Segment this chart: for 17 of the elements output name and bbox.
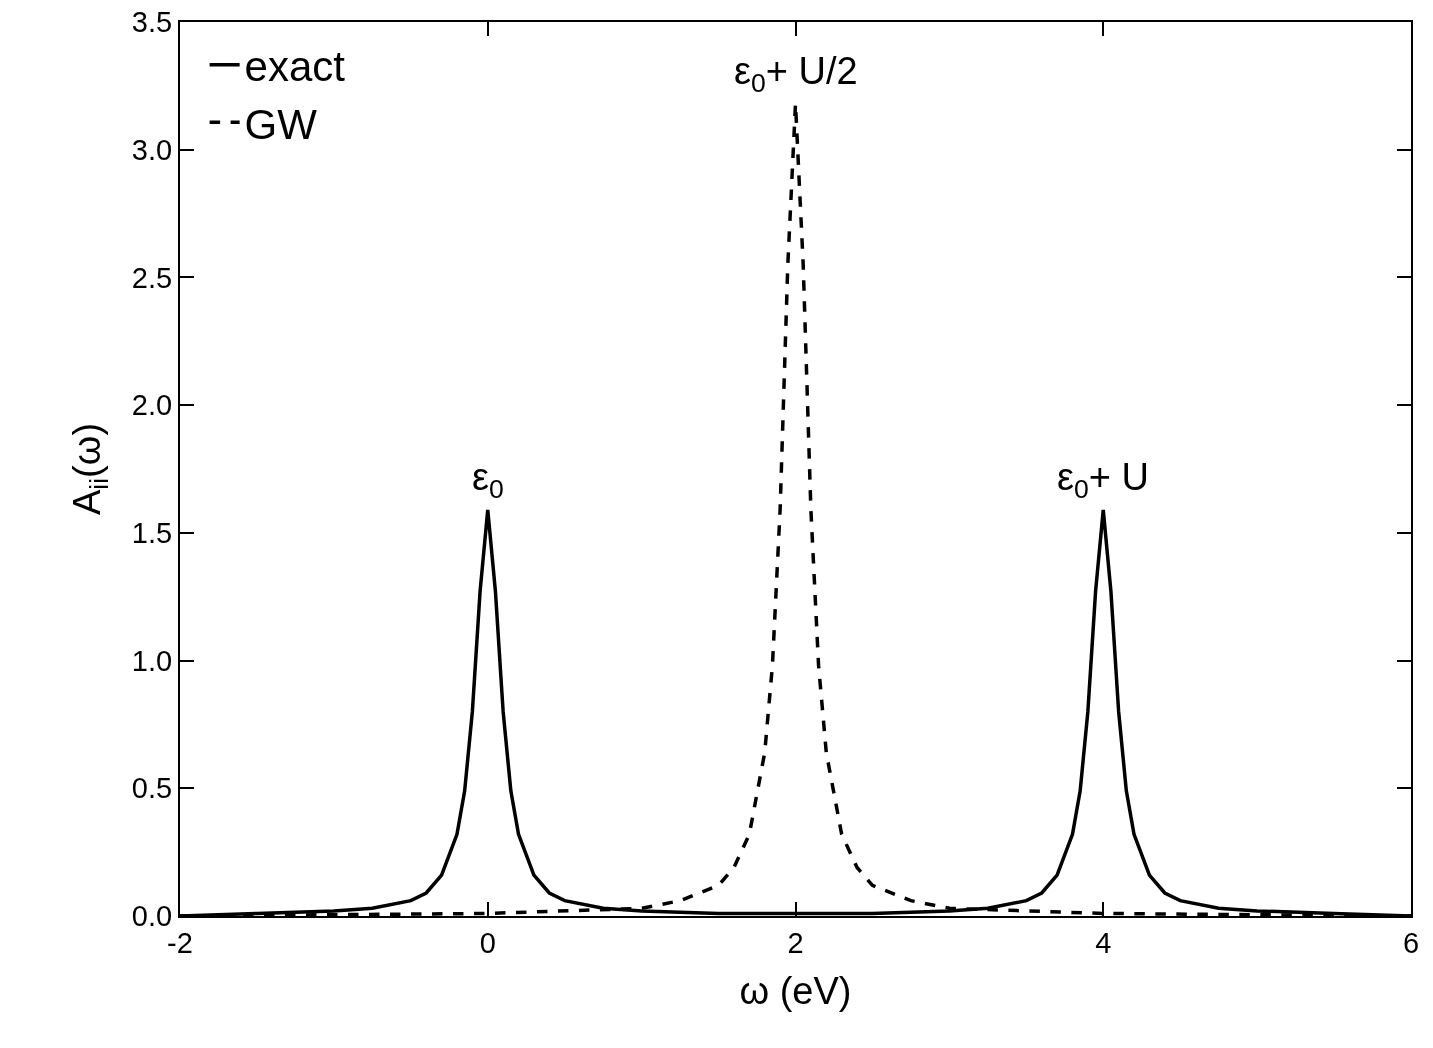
legend-label: exact (244, 43, 346, 91)
y-tick-label: 3.5 (131, 6, 173, 39)
y-tick-label: 3.0 (131, 133, 173, 166)
legend-label: GW (244, 100, 318, 148)
x-axis-title: ω (eV) (739, 970, 852, 1013)
x-tick-label: 4 (1095, 926, 1112, 959)
annotation: ε$_{0}$ (472, 456, 504, 504)
x-tick-label: 6 (1402, 926, 1420, 959)
x-tick-label: 2 (787, 926, 804, 959)
y-tick-label: 0.5 (131, 772, 173, 805)
annotation: ε$_{0}$+ U (1057, 456, 1149, 504)
x-tick-label: 0 (479, 926, 496, 959)
y-tick-label: 1.5 (131, 517, 173, 550)
annotation: ε$_{0}$+ U/2 (734, 50, 858, 98)
y-tick-label: 2.0 (131, 389, 173, 422)
y-tick-label: 1.0 (131, 644, 173, 677)
y-tick-label: 2.5 (131, 261, 173, 294)
